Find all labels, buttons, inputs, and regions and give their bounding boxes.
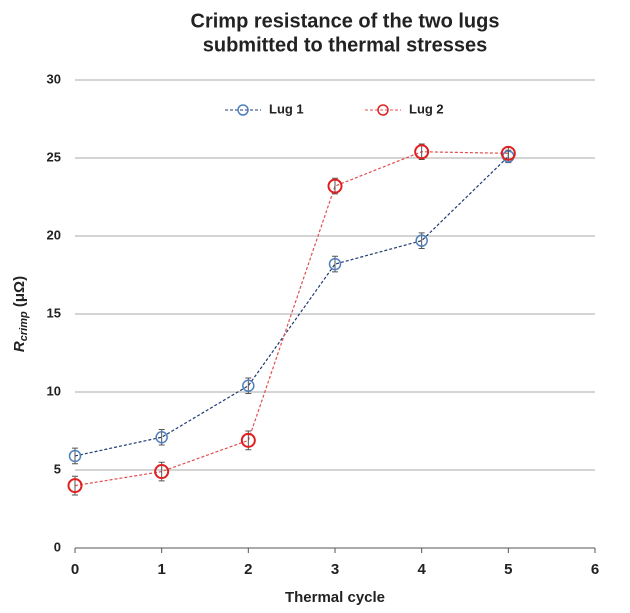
data-point (327, 178, 343, 194)
x-tick-label: 2 (244, 561, 252, 578)
data-point (68, 449, 82, 463)
y-tick-label: 25 (47, 149, 61, 164)
y-label-main: R (11, 341, 28, 352)
y-label-unit: (μΩ) (11, 276, 28, 311)
x-tick-label: 0 (71, 561, 79, 578)
chart-title: submitted to thermal stresses (203, 34, 488, 56)
x-tick-label: 3 (331, 561, 339, 578)
legend-label: Lug 2 (409, 101, 444, 116)
x-tick-label: 4 (417, 561, 426, 578)
x-tick-label: 6 (591, 561, 599, 578)
data-point (67, 478, 83, 494)
chart-title: Crimp resistance of the two lugs (191, 10, 500, 32)
data-point (500, 145, 516, 161)
y-tick-label: 10 (47, 383, 61, 398)
y-axis-label: Rcrimp (μΩ) (11, 276, 30, 352)
data-point (154, 464, 170, 480)
series-line (74, 151, 509, 487)
data-point (155, 430, 168, 444)
error-bar (332, 177, 338, 195)
data-point (414, 144, 430, 160)
y-tick-label: 0 (54, 539, 61, 554)
x-axis-label: Thermal cycle (285, 589, 385, 606)
data-point (240, 432, 256, 448)
y-tick-label: 15 (47, 305, 61, 320)
y-label-sub: crimp (18, 311, 30, 341)
y-tick-label: 5 (54, 461, 61, 476)
data-point (328, 257, 342, 271)
legend-marker (377, 104, 389, 116)
legend-label: Lug 1 (269, 101, 304, 116)
x-tick-label: 5 (504, 561, 512, 578)
legend-marker (237, 104, 249, 116)
y-tick-label: 20 (47, 227, 61, 242)
data-point (415, 234, 428, 247)
x-tick-label: 1 (157, 561, 165, 578)
y-tick-label: 30 (47, 71, 61, 86)
data-point (242, 379, 255, 393)
series-line (74, 156, 509, 457)
error-bar (418, 143, 425, 161)
